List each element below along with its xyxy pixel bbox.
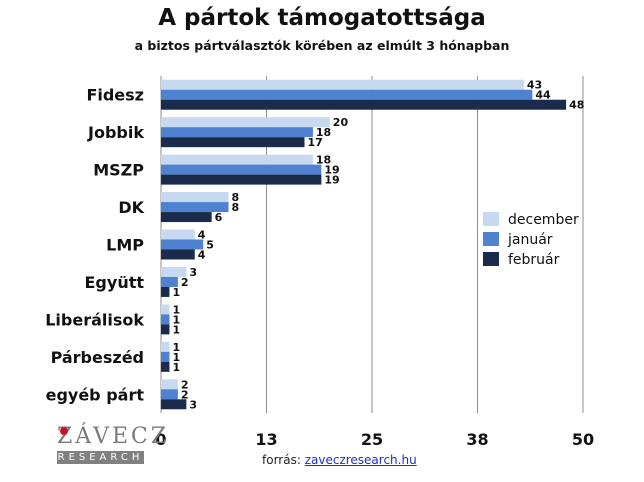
source-note: forrás: zaveczresearch.hu xyxy=(262,453,417,467)
legend-swatch xyxy=(483,252,499,266)
legend-label: február xyxy=(508,252,560,268)
data-label: 3 xyxy=(189,266,197,279)
logo-text: ZÁVECZ xyxy=(57,424,170,449)
data-label: 5 xyxy=(206,239,214,252)
data-label: 1 xyxy=(172,341,180,354)
x-tick-label: 13 xyxy=(255,430,277,449)
bar xyxy=(161,266,187,277)
data-label: 3 xyxy=(189,398,197,411)
bar xyxy=(161,399,187,410)
data-label: 20 xyxy=(333,116,349,129)
legend-swatch xyxy=(483,232,499,246)
data-label: 18 xyxy=(316,154,331,167)
logo-subtext: RESEARCH xyxy=(57,451,144,464)
bar xyxy=(161,389,178,400)
bar xyxy=(161,276,178,287)
data-label: 1 xyxy=(172,286,180,299)
data-label: 2 xyxy=(181,378,189,391)
bar xyxy=(161,89,533,100)
bar xyxy=(161,174,322,185)
data-label: 8 xyxy=(232,201,240,214)
data-label: 1 xyxy=(172,361,180,374)
data-label: 6 xyxy=(215,211,223,224)
category-label: Fidesz xyxy=(86,86,144,105)
bar xyxy=(161,127,313,138)
data-label: 48 xyxy=(569,99,584,112)
data-label: 1 xyxy=(172,303,180,316)
data-label: 2 xyxy=(181,388,189,401)
legend-label: december xyxy=(508,212,579,228)
source-label: forrás: xyxy=(262,453,301,467)
category-label: LMP xyxy=(106,236,144,255)
bar xyxy=(161,239,204,250)
bar xyxy=(161,361,170,372)
category-label: Párbeszéd xyxy=(51,348,144,367)
chart-title: A pártok támogatottsága xyxy=(158,5,486,31)
bar xyxy=(161,379,178,390)
data-label: 18 xyxy=(316,126,331,139)
category-label: Liberálisok xyxy=(45,310,144,329)
data-label: 1 xyxy=(172,323,180,336)
bar xyxy=(161,117,330,128)
data-label: 19 xyxy=(324,164,339,177)
bar xyxy=(161,314,170,325)
bar xyxy=(161,304,170,315)
source-link[interactable]: zaveczresearch.hu xyxy=(304,453,417,467)
data-label: 19 xyxy=(324,174,339,187)
x-tick-label: 25 xyxy=(361,430,383,449)
bar xyxy=(161,202,229,213)
bar xyxy=(161,229,195,240)
data-label: 2 xyxy=(181,276,189,289)
category-label: egyéb párt xyxy=(46,385,145,404)
x-tick-label: 50 xyxy=(572,430,594,449)
data-label: 43 xyxy=(527,79,542,92)
bar xyxy=(161,351,170,362)
category-label: MSZP xyxy=(93,161,144,180)
data-label: 4 xyxy=(198,249,206,262)
bar xyxy=(161,249,195,260)
logo-dot-icon xyxy=(60,427,68,435)
category-label: DK xyxy=(118,198,144,217)
legend-swatch xyxy=(483,212,499,226)
category-label: Jobbik xyxy=(87,123,144,142)
category-label: Együtt xyxy=(85,273,145,292)
data-label: 4 xyxy=(198,229,206,242)
bar xyxy=(161,164,322,175)
bar xyxy=(161,324,170,335)
legend-label: január xyxy=(507,232,553,248)
bar xyxy=(161,154,313,165)
data-label: 1 xyxy=(172,313,180,326)
bar xyxy=(161,341,170,352)
chart-subtitle: a biztos pártválasztók körében az elmúlt… xyxy=(134,38,510,53)
data-label: 8 xyxy=(232,191,240,204)
bar xyxy=(161,79,524,90)
bar xyxy=(161,137,305,148)
bar xyxy=(161,212,212,223)
x-tick-label: 38 xyxy=(466,430,488,449)
bar xyxy=(161,192,229,203)
bar xyxy=(161,99,567,110)
data-label: 17 xyxy=(307,136,322,149)
x-tick-label: 0 xyxy=(155,430,166,449)
bar xyxy=(161,286,170,297)
data-label: 1 xyxy=(172,351,180,364)
data-label: 44 xyxy=(535,89,551,102)
